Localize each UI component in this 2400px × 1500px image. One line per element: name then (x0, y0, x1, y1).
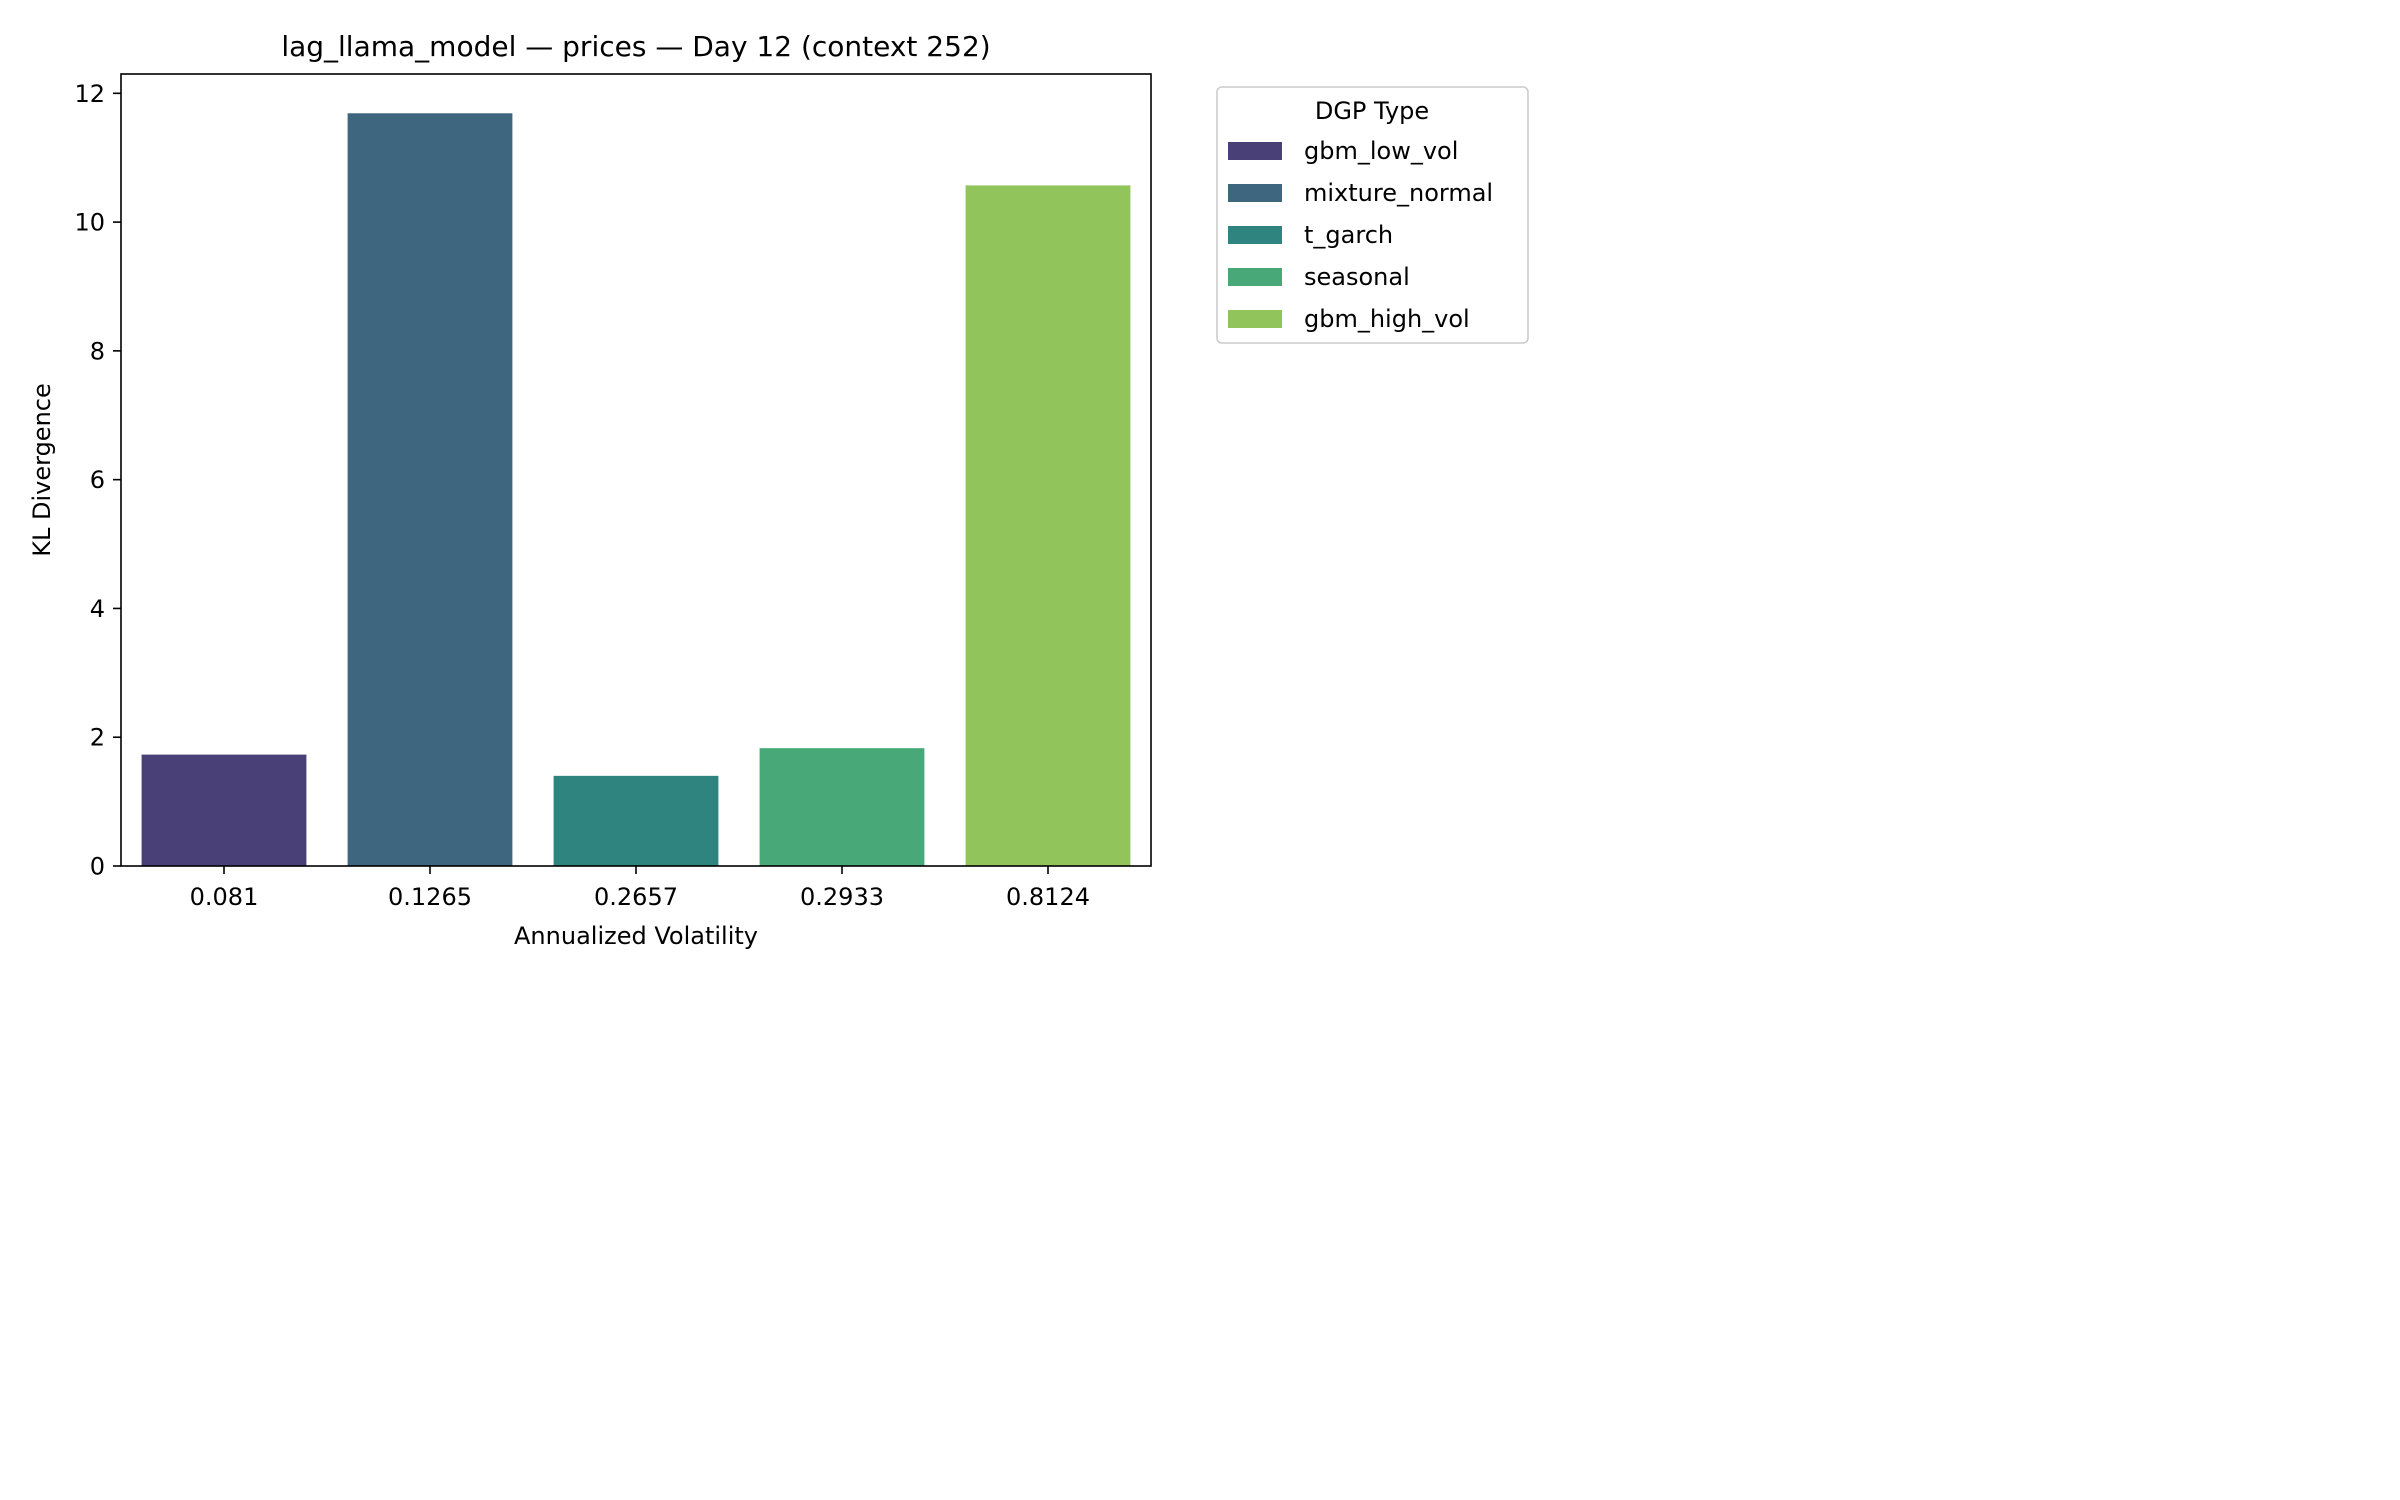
legend-swatch (1228, 268, 1282, 286)
y-axis-label: KL Divergence (28, 383, 56, 556)
legend-swatch (1228, 226, 1282, 244)
bar-0.8124 (965, 185, 1131, 866)
bars-group (141, 113, 1131, 866)
legend-swatch (1228, 142, 1282, 160)
legend-label: gbm_low_vol (1304, 137, 1458, 165)
y-tick-label: 2 (90, 724, 105, 752)
legend-swatch (1228, 184, 1282, 202)
y-tick-label: 0 (90, 853, 105, 881)
bar-0.2657 (553, 775, 719, 866)
legend-label: gbm_high_vol (1304, 305, 1470, 333)
legend-entries: gbm_low_vol mixture_normal t_garch seasonal… (1228, 137, 1493, 333)
x-axis: 0.081 0.1265 0.2657 0.2933 0.8124 (190, 866, 1090, 911)
bar-0.081 (141, 754, 307, 866)
x-tick-label: 0.2657 (594, 883, 678, 911)
x-tick-label: 0.2933 (800, 883, 884, 911)
legend-label: seasonal (1304, 263, 1410, 291)
y-tick-label: 8 (90, 337, 105, 365)
x-tick-label: 0.081 (190, 883, 259, 911)
legend-swatch (1228, 310, 1282, 328)
legend-label: mixture_normal (1304, 179, 1493, 207)
x-tick-label: 0.8124 (1006, 883, 1090, 911)
legend-title: DGP Type (1315, 97, 1429, 125)
y-tick-label: 12 (74, 80, 105, 108)
chart-title: lag_llama_model — prices — Day 12 (conte… (281, 30, 990, 63)
bar-0.1265 (347, 113, 513, 866)
x-axis-label: Annualized Volatility (514, 922, 758, 950)
y-tick-label: 6 (90, 466, 105, 494)
y-tick-label: 10 (74, 209, 105, 237)
legend: DGP Type gbm_low_vol mixture_normal t_garc… (1216, 86, 1529, 344)
legend-frame (1216, 86, 1529, 344)
y-axis: 0 2 4 6 8 10 12 (74, 80, 121, 881)
bar-chart: lag_llama_model — prices — Day 12 (conte… (28, 30, 1529, 950)
legend-label: t_garch (1304, 221, 1393, 249)
bar-0.2933 (759, 748, 925, 866)
y-tick-label: 4 (90, 595, 105, 623)
x-tick-label: 0.1265 (388, 883, 472, 911)
